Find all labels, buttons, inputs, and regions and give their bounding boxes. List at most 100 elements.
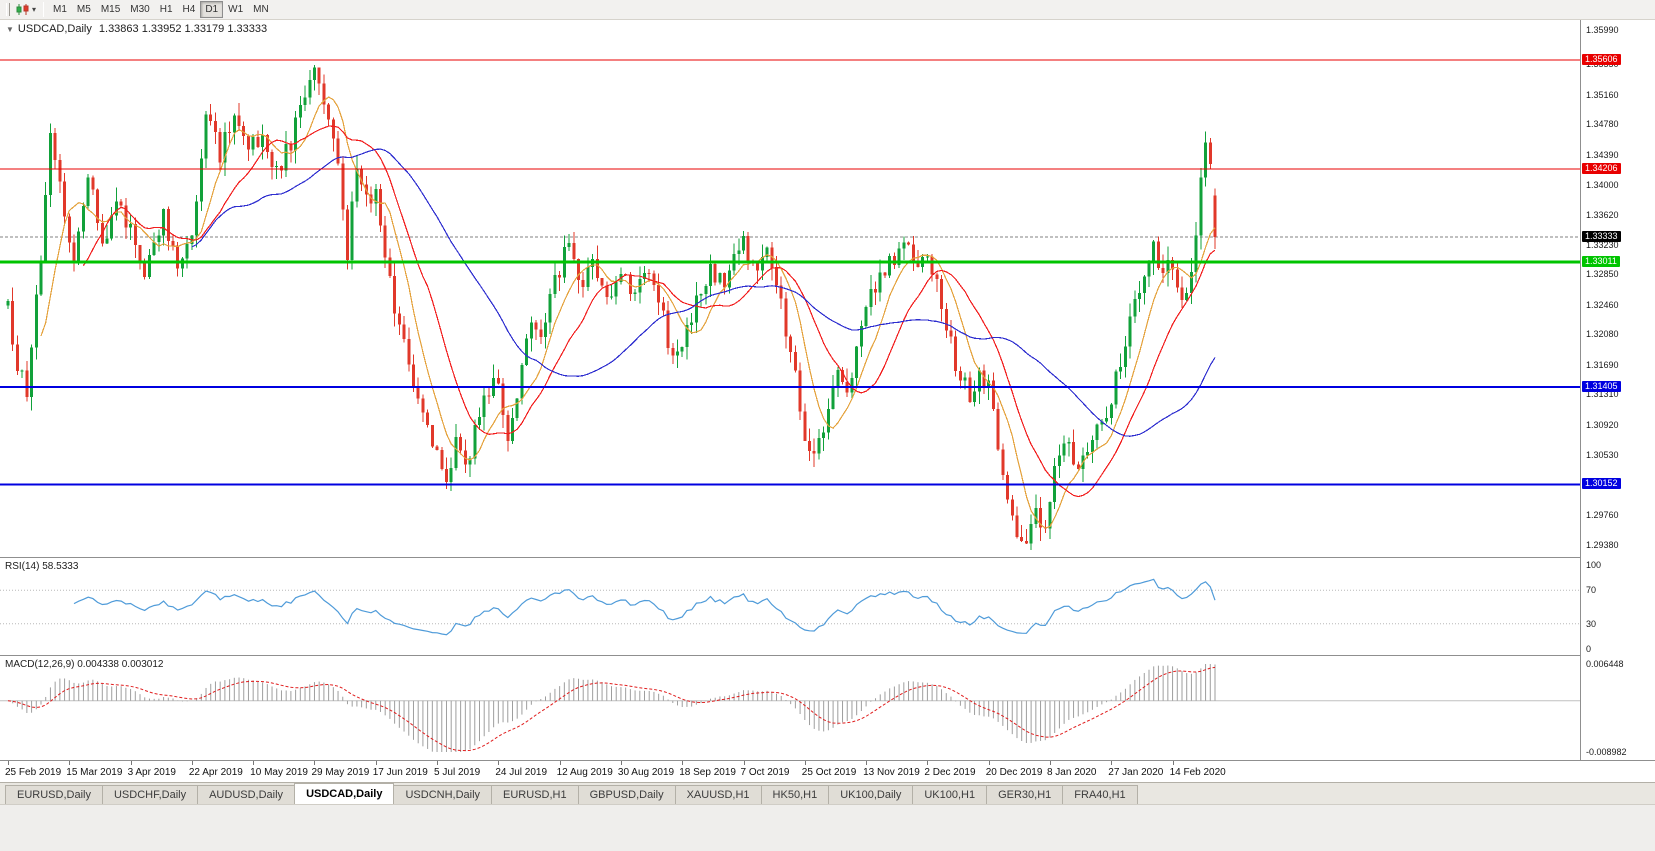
timeframe-m15[interactable]: M15 — [100, 4, 121, 15]
price-axis-rsi: 100 70 30 0 — [1581, 558, 1655, 655]
timeframe-mn[interactable]: MN — [253, 4, 269, 15]
date-label: 25 Oct 2019 — [801, 767, 857, 778]
date-label: 14 Feb 2020 — [1169, 767, 1226, 778]
level-price-label: 1.31405 — [1582, 380, 1621, 392]
tab-xauusd-h1[interactable]: XAUUSD,H1 — [674, 785, 762, 804]
tab-usdcnh-daily[interactable]: USDCNH,Daily — [393, 785, 493, 804]
rsi-tick: 100 — [1586, 560, 1602, 570]
date-tick — [1111, 761, 1113, 765]
date-label: 13 Nov 2019 — [863, 767, 920, 778]
level-price-label: 1.30152 — [1582, 478, 1621, 490]
tab-audusd-daily[interactable]: AUDUSD,Daily — [197, 785, 296, 804]
timeframe-m1[interactable]: M1 — [53, 4, 67, 15]
price-axis-main: 1.359901.355501.351601.347801.343901.340… — [1581, 20, 1655, 557]
date-tick — [8, 761, 9, 765]
date-tick — [682, 761, 684, 765]
current-price-label: 1.33333 — [1582, 230, 1621, 242]
price-tick: 1.31690 — [1586, 359, 1619, 370]
macd-panel[interactable]: MACD(12,26,9) 0.004338 0.003012 — [0, 655, 1655, 760]
date-label: 15 Mar 2019 — [66, 767, 123, 778]
rsi-panel[interactable]: RSI(14) 58.5333 — [0, 557, 1655, 655]
date-tick — [804, 761, 806, 765]
macd-tick: -0.008982 — [1586, 747, 1627, 757]
price-tick: 1.30530 — [1586, 450, 1619, 461]
chart-window: ▼ USDCAD,Daily 1.33863 1.33952 1.33179 1.3… — [0, 20, 1655, 782]
timeframe-w1[interactable]: W1 — [228, 4, 244, 15]
date-label: 30 Aug 2019 — [617, 767, 675, 778]
price-tick: 1.33230 — [1586, 239, 1619, 250]
macd-label: MACD(12,26,9) 0.004338 0.003012 — [5, 659, 164, 670]
timeframe-m5[interactable]: M5 — [76, 4, 91, 15]
timeframe-h1[interactable]: H1 — [159, 4, 173, 15]
date-tick — [69, 761, 71, 765]
rsi-label: RSI(14) 58.5333 — [5, 561, 79, 572]
rsi-tick: 0 — [1586, 644, 1592, 654]
level-price-label: 1.35606 — [1582, 54, 1621, 65]
tab-gbpusd-daily[interactable]: GBPUSD,Daily — [577, 785, 676, 804]
date-label: 12 Aug 2019 — [556, 767, 613, 778]
rsi-tick: 70 — [1586, 585, 1597, 596]
date-tick — [866, 761, 868, 765]
collapse-icon[interactable]: ▼ — [6, 25, 14, 34]
date-label: 17 Jun 2019 — [372, 767, 428, 778]
date-label: 7 Oct 2019 — [740, 767, 790, 778]
tab-uk100-daily[interactable]: UK100,Daily — [828, 785, 914, 804]
price-tick: 1.34000 — [1586, 179, 1619, 190]
toolbar-separator — [43, 2, 45, 17]
date-tick — [314, 761, 316, 765]
toolbar-gripper[interactable] — [6, 3, 10, 16]
timeframe-h4[interactable]: H4 — [182, 4, 196, 15]
macd-tick: 0.006448 — [1586, 659, 1624, 669]
level-price-label: 1.33011 — [1582, 255, 1620, 267]
date-tick — [988, 761, 990, 765]
tab-uk100-h1[interactable]: UK100,H1 — [912, 785, 988, 804]
tab-usdcad-daily[interactable]: USDCAD,Daily — [294, 783, 395, 804]
status-bar — [0, 804, 1655, 851]
price-tick: 1.30920 — [1586, 419, 1619, 430]
date-label: 25 Feb 2019 — [5, 767, 62, 778]
date-label: 10 May 2019 — [250, 767, 308, 778]
date-label: 27 Jan 2020 — [1108, 767, 1164, 778]
date-label: 5 Jul 2019 — [434, 767, 481, 778]
date-tick — [559, 761, 561, 765]
date-label: 22 Apr 2019 — [188, 767, 243, 778]
price-tick: 1.34390 — [1586, 149, 1619, 160]
tab-eurusd-daily[interactable]: EURUSD,Daily — [5, 785, 103, 804]
date-label: 29 May 2019 — [311, 767, 370, 778]
price-panel[interactable]: ▼ USDCAD,Daily 1.33863 1.33952 1.33179 1.3… — [0, 20, 1655, 557]
timeframe-d1[interactable]: D1 — [200, 1, 224, 18]
ohlc-values: 1.33863 1.33952 1.33179 1.33333 — [98, 23, 268, 35]
price-tick: 1.32080 — [1586, 329, 1619, 340]
symbol-label: USDCAD,Daily — [17, 23, 92, 35]
tab-eurusd-h1[interactable]: EURUSD,H1 — [491, 785, 579, 804]
timeframe-m30[interactable]: M30 — [130, 4, 150, 15]
top-toolbar: ▾ M1 M5 M15 M30 H1 H4 D1 W1 MN — [0, 0, 1655, 20]
date-label: 24 Jul 2019 — [495, 767, 548, 778]
date-label: 20 Dec 2019 — [985, 767, 1043, 778]
rsi-tick: 30 — [1586, 618, 1597, 629]
price-tick: 1.35990 — [1586, 25, 1619, 36]
date-axis: 25 Feb 2019 15 Mar 2019 3 Apr 2019 22 Apr 2… — [0, 760, 1655, 782]
date-label: 8 Jan 2020 — [1046, 767, 1097, 778]
chart-title: ▼ USDCAD,Daily 1.33863 1.33952 1.33179 1.3… — [6, 23, 267, 35]
date-tick — [743, 761, 745, 765]
price-axis-macd: 0.006448 -0.008982 — [1581, 656, 1655, 760]
price-tick: 1.29380 — [1586, 539, 1619, 550]
chevron-down-icon: ▾ — [32, 5, 37, 14]
price-tick: 1.31310 — [1586, 389, 1619, 400]
date-tick — [375, 761, 377, 765]
chart-type-icon[interactable]: ▾ — [13, 1, 39, 18]
date-label: 18 Sep 2019 — [679, 767, 736, 778]
tab-fra40-h1[interactable]: FRA40,H1 — [1062, 785, 1138, 804]
tab-hk50-h1[interactable]: HK50,H1 — [760, 785, 830, 804]
date-tick — [1049, 761, 1051, 765]
date-tick — [498, 761, 500, 765]
price-axis: 1.359901.355501.351601.347801.343901.340… — [1580, 20, 1655, 760]
price-tick: 1.32850 — [1586, 269, 1619, 280]
date-label: 2 Dec 2019 — [924, 767, 976, 778]
date-tick — [620, 761, 622, 765]
price-tick: 1.35160 — [1586, 89, 1619, 100]
tab-usdchf-daily[interactable]: USDCHF,Daily — [101, 785, 199, 804]
date-tick — [191, 761, 193, 765]
tab-ger30-h1[interactable]: GER30,H1 — [986, 785, 1064, 804]
